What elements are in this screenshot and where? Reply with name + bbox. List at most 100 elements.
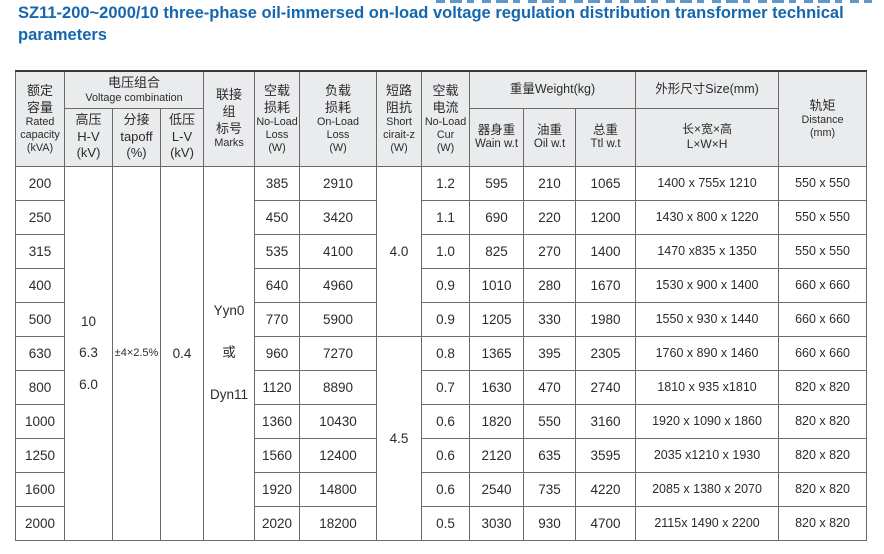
- col-header-distance: 轨矩 Distance (mm): [778, 70, 868, 167]
- col-header-total-weight: 总重 Ttl w.t: [575, 107, 637, 167]
- table-cell: 770: [254, 301, 301, 337]
- table-cell: 690: [469, 199, 525, 235]
- table-cell: 250: [15, 199, 65, 235]
- table-cell: 1760 x 890 x 1460: [635, 335, 780, 371]
- table-cell: 2910: [299, 165, 378, 201]
- table-cell: 2540: [469, 471, 525, 507]
- table-cell: 1980: [575, 301, 637, 337]
- table-cell: 0.6: [421, 403, 471, 439]
- table-cell: 0.5: [421, 505, 471, 541]
- weight-label: 重量Weight(kg): [509, 82, 596, 97]
- table-cell: 1120: [254, 369, 301, 405]
- on-load-loss-label-zh: 负载 损耗: [325, 83, 352, 115]
- table-cell: 1810 x 935 x1810: [635, 369, 780, 405]
- table-cell: 1010: [469, 267, 525, 303]
- col-header-rated-capacity: 额定 容量 Rated capacity (kVA): [15, 70, 65, 167]
- table-cell: 1205: [469, 301, 525, 337]
- table-cell: 820 x 820: [778, 403, 868, 439]
- col-header-no-load-current: 空载 电流 No-Load Cur (W): [421, 70, 471, 167]
- no-load-current-label-en: No-Load Cur (W): [424, 116, 467, 154]
- table-cell: 0.6: [421, 437, 471, 473]
- table-cell: 12400: [299, 437, 378, 473]
- table-row: 1000 1360 10430 0.6 1820 550 3160 1920 x 1090 x…: [15, 403, 868, 439]
- rated-capacity-label-en: Rated capacity (kVA): [20, 116, 60, 154]
- table-cell: 1630: [469, 369, 525, 405]
- table-cell: 1365: [469, 335, 525, 371]
- short-circuit-label-zh: 短路 阻抗: [386, 83, 413, 115]
- table-cell: 1360: [254, 403, 301, 439]
- table-cell: 640: [254, 267, 301, 303]
- table-cell: 2120: [469, 437, 525, 473]
- table-row: 200 10 6.3 6.0 ±4×2.5% 0.4 Yyn0 或 Dyn11 385 29…: [15, 165, 868, 541]
- table-cell: 660 x 660: [778, 335, 868, 371]
- voltage-combination-label-zh: 电压组合: [108, 75, 161, 91]
- table-cell: 315: [15, 233, 65, 269]
- table-row: 630 960 7270 4.5 0.8 1365 395 2305 1760 x 890 x …: [15, 335, 868, 541]
- table-cell: 4100: [299, 233, 378, 269]
- table-cell: 1400: [575, 233, 637, 269]
- distance-label-en: Distance (mm): [801, 114, 844, 140]
- table-cell: 385: [254, 165, 301, 201]
- table-cell: 4.5: [376, 335, 423, 541]
- no-load-loss-label-en: No-Load Loss (W): [256, 116, 298, 154]
- col-header-oil-weight: 油重 Oil w.t: [523, 107, 577, 167]
- table-row: 800 1120 8890 0.7 1630 470 2740 1810 x 935 x181…: [15, 369, 868, 405]
- table-cell: 3160: [575, 403, 637, 439]
- table-cell: 4960: [299, 267, 378, 303]
- table-cell: 550: [523, 403, 577, 439]
- table-cell: 2085 x 1380 x 2070: [635, 471, 780, 507]
- table-cell: 1200: [575, 199, 637, 235]
- table-cell: 10430: [299, 403, 378, 439]
- table-cell: 2020: [254, 505, 301, 541]
- table-cell: 4220: [575, 471, 637, 507]
- table-cell: 500: [15, 301, 65, 337]
- table-cell: 960: [254, 335, 301, 371]
- col-header-high-voltage: 高压 H-V (kV): [64, 107, 113, 167]
- voltage-combination-label-en: Voltage combination: [85, 91, 183, 104]
- table-cell: 800: [15, 369, 65, 405]
- table-cell: 1920 x 1090 x 1860: [635, 403, 780, 439]
- table-cell: 8890: [299, 369, 378, 405]
- col-header-body-weight: 器身重 Wain w.t: [469, 107, 525, 167]
- oil-weight-label-en: Oil w.t: [533, 137, 566, 150]
- col-header-low-voltage: 低压 L-V (kV): [159, 107, 205, 167]
- table-cell: 0.9: [421, 301, 471, 337]
- table-cell: 4.0: [376, 165, 423, 337]
- col-header-tapoff: 分接 tapoff (%): [112, 107, 161, 167]
- table-cell: ±4×2.5%: [112, 165, 161, 541]
- col-header-on-load-loss: 负载 损耗 On-Load Loss (W): [299, 70, 378, 167]
- table-cell: 1920: [254, 471, 301, 507]
- table-cell: 1670: [575, 267, 637, 303]
- total-weight-label-en: Ttl w.t: [590, 137, 621, 150]
- low-voltage-label-en: L-V (kV): [170, 128, 194, 161]
- table-cell: 7270: [299, 335, 378, 371]
- low-voltage-label-zh: 低压: [169, 112, 196, 128]
- table-cell: 0.8: [421, 335, 471, 371]
- table-cell: 1530 x 900 x 1400: [635, 267, 780, 303]
- table-cell: 820 x 820: [778, 471, 868, 507]
- on-load-loss-label-en: On-Load Loss (W): [317, 116, 360, 154]
- table-row: 315 535 4100 1.0 825 270 1400 1470 x835 x 1350 5…: [15, 233, 868, 269]
- body-weight-label-zh: 器身重: [477, 122, 516, 137]
- col-header-lwh: 长×宽×高 L×W×H: [635, 107, 780, 167]
- clipped-text-artifact: [436, 0, 872, 3]
- table-cell: 1550 x 930 x 1440: [635, 301, 780, 337]
- col-header-weight: 重量Weight(kg): [469, 70, 637, 109]
- col-header-voltage-combination: 电压组合 Voltage combination: [63, 70, 205, 109]
- table-cell: 535: [254, 233, 301, 269]
- table-cell: 820 x 820: [778, 505, 868, 541]
- table-cell: 470: [523, 369, 577, 405]
- table-cell: 1600: [15, 471, 65, 507]
- rated-capacity-label-zh: 额定 容量: [26, 83, 53, 115]
- table-cell: 0.9: [421, 267, 471, 303]
- high-voltage-label-zh: 高压: [75, 112, 102, 128]
- table-cell: 2305: [575, 335, 637, 371]
- total-weight-label-zh: 总重: [593, 122, 619, 137]
- table-cell: 0.4: [159, 165, 205, 541]
- table-cell: Yyn0 或 Dyn11: [203, 165, 256, 541]
- short-circuit-label-en: Short cirait-z (W): [383, 116, 415, 154]
- table-cell: 280: [523, 267, 577, 303]
- table-cell: 1430 x 800 x 1220: [635, 199, 780, 235]
- marks-label-en: Marks: [214, 137, 244, 150]
